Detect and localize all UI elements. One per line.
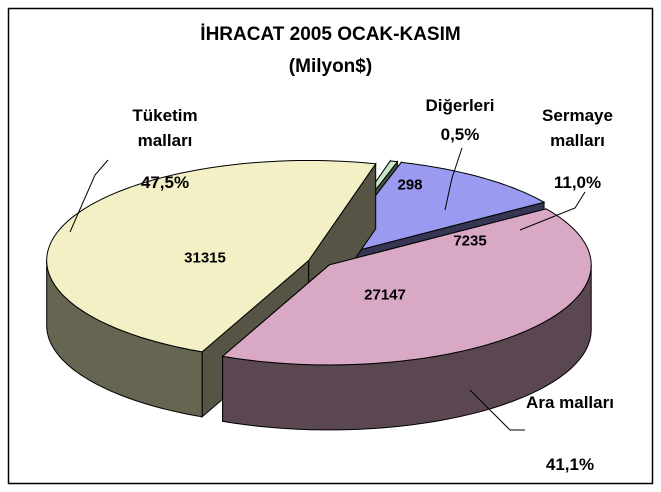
leader-line xyxy=(469,389,525,431)
slice xyxy=(221,208,592,366)
chart-title: İHRACAT 2005 OCAK-KASIM xyxy=(200,24,461,45)
leader-line xyxy=(519,191,586,231)
percent-label: 0,5% xyxy=(440,125,480,144)
value-label: 7235 xyxy=(453,232,487,250)
leader-line xyxy=(69,159,109,233)
slice xyxy=(325,161,546,260)
percent-label: 41,1% xyxy=(545,455,595,474)
pie xyxy=(46,159,592,431)
category-label: Diğerleri xyxy=(425,96,495,115)
category-label: Sermaye malları xyxy=(542,106,613,150)
leader-line xyxy=(444,147,463,211)
value-label: 31315 xyxy=(184,249,226,267)
percent-label: 47,5% xyxy=(140,173,190,192)
chart-subtitle: (Milyon$) xyxy=(288,56,373,77)
category-label: Ara malları xyxy=(526,393,614,412)
value-label: 27147 xyxy=(364,286,406,304)
percent-label: 11,0% xyxy=(553,173,602,192)
slice xyxy=(46,159,377,353)
category-label: Tüketim malları xyxy=(132,106,198,150)
leader-lines xyxy=(69,147,586,431)
value-label: 298 xyxy=(397,176,423,194)
